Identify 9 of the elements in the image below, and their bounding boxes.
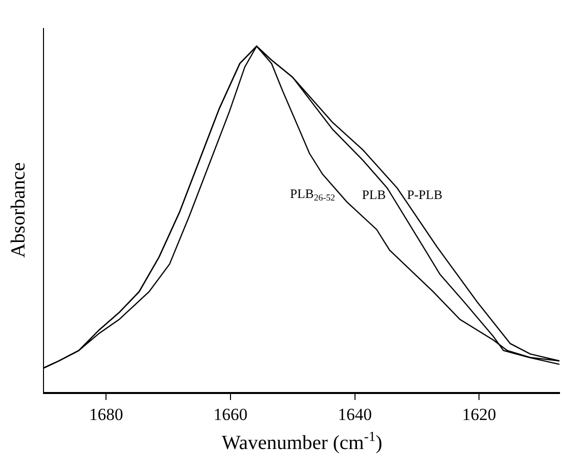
y-axis-title: Absorbance <box>8 162 30 258</box>
x-tick-label: 1660 <box>214 405 248 424</box>
x-axis-title: Wavenumber (cm$^{-1}$) <box>222 430 382 454</box>
series-label: PLB <box>362 187 386 202</box>
series-label: PLB$_{26-52}$ <box>290 186 336 203</box>
x-tick-label: 1620 <box>462 405 496 424</box>
x-tick-label: 1680 <box>89 405 124 424</box>
series-label: P-PLB <box>407 187 443 202</box>
x-tick-label: 1640 <box>338 405 372 424</box>
